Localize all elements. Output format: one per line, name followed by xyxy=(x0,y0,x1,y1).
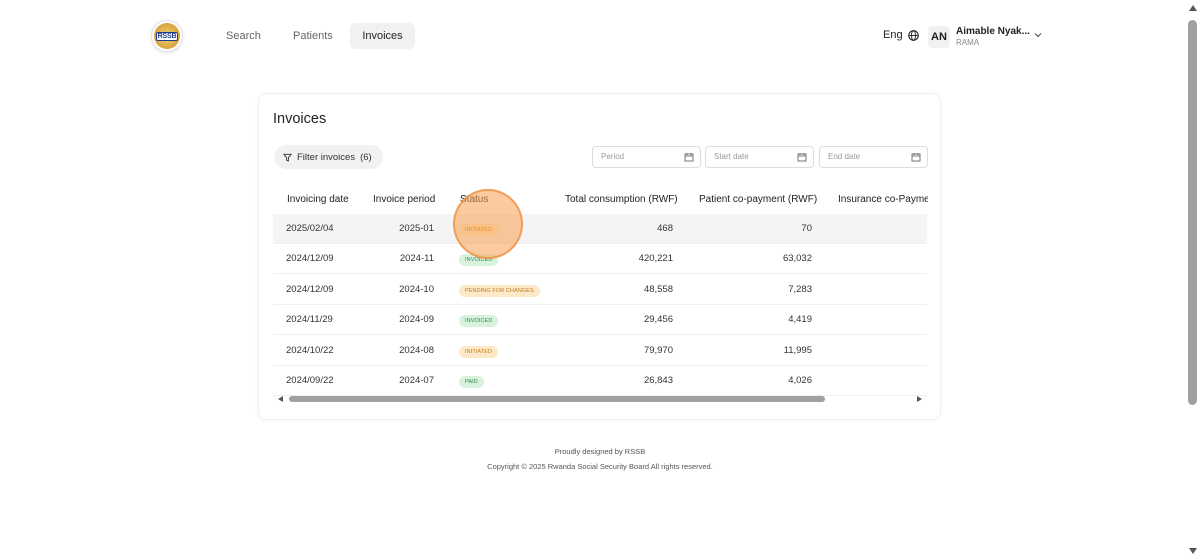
end-date-placeholder: End date xyxy=(828,152,861,161)
logo-text: RSSB xyxy=(155,31,179,41)
filter-label: Filter invoices xyxy=(297,151,356,163)
language-selector[interactable]: Eng xyxy=(883,29,919,41)
invoicing-date-cell: 2024/12/09 xyxy=(286,253,334,265)
calendar-icon xyxy=(684,153,694,162)
logo-emblem: RSSB xyxy=(154,23,180,49)
status-badge[interactable]: PAID xyxy=(459,376,484,388)
column-patient-copayment[interactable]: Patient co-payment (RWF) xyxy=(699,194,818,205)
column-insurance-copayment[interactable]: Insurance co-Paymen xyxy=(838,194,928,205)
invoicing-date-cell: 2025/02/04 xyxy=(286,223,334,234)
scroll-up-arrow-icon[interactable] xyxy=(1189,5,1197,11)
start-date-input[interactable]: Start date xyxy=(705,146,814,168)
rssb-logo[interactable]: RSSB xyxy=(151,20,183,52)
vertical-scrollbar[interactable] xyxy=(1186,0,1200,560)
invoicing-date-cell: 2024/11/29 xyxy=(286,314,333,326)
chevron-down-icon[interactable] xyxy=(1032,29,1044,41)
patient-copayment-cell: 4,419 xyxy=(788,314,812,326)
table-row[interactable]: 2024/12/09 2024-11 INVOICED 420,221 63,032 xyxy=(273,244,927,275)
language-label: Eng xyxy=(883,29,903,41)
invoicing-date-cell: 2024/10/22 xyxy=(286,344,334,356)
patient-copayment-cell: 11,995 xyxy=(783,344,812,356)
table-row[interactable]: 2024/11/29 2024-09 INVOICED 29,456 4,419 xyxy=(273,305,927,336)
table-row[interactable]: 2024/10/22 2024-08 INITIATED 79,970 11,995 xyxy=(273,336,927,366)
status-badge[interactable]: INITIATED xyxy=(459,224,499,236)
nav-tab-patients[interactable]: Patients xyxy=(293,30,333,42)
footer-credit: Proudly designed by RSSB xyxy=(554,447,646,456)
start-date-placeholder: Start date xyxy=(714,152,749,161)
period-input[interactable]: Period xyxy=(592,146,701,168)
nav-tab-invoices[interactable]: Invoices xyxy=(350,23,415,49)
filter-count: (6) xyxy=(360,151,372,163)
invoicing-date-cell: 2024/12/09 xyxy=(286,283,334,295)
user-avatar[interactable]: AN xyxy=(928,26,950,48)
column-invoicing-date[interactable]: Invoicing date xyxy=(287,194,349,205)
patient-copayment-cell: 70 xyxy=(801,223,812,234)
column-status[interactable]: Status xyxy=(460,194,489,205)
page-title: Invoices xyxy=(273,111,327,127)
globe-icon xyxy=(907,29,919,41)
patient-copayment-cell: 7,283 xyxy=(788,283,812,295)
total-consumption-cell: 468 xyxy=(657,223,673,234)
scroll-right-arrow-icon[interactable] xyxy=(917,396,922,402)
column-invoice-period[interactable]: Invoice period xyxy=(373,194,436,205)
table-header: Invoicing date Invoice period Status Tot… xyxy=(274,186,928,214)
patient-copayment-cell: 4,026 xyxy=(788,375,812,386)
total-consumption-cell: 26,843 xyxy=(643,375,673,386)
user-name[interactable]: Aimable Nyak... xyxy=(956,26,1030,37)
nav-tab-search[interactable]: Search xyxy=(226,30,261,42)
invoice-period-cell: 2025-01 xyxy=(399,223,434,234)
period-placeholder: Period xyxy=(601,152,625,161)
total-consumption-cell: 79,970 xyxy=(643,344,673,356)
column-total-consumption[interactable]: Total consumption (RWF) xyxy=(565,194,678,205)
filter-icon xyxy=(283,153,292,162)
invoicing-date-cell: 2024/09/22 xyxy=(286,375,334,386)
vertical-scrollbar-thumb[interactable] xyxy=(1188,20,1197,405)
total-consumption-cell: 48,558 xyxy=(643,283,673,295)
calendar-icon xyxy=(797,153,807,162)
status-badge[interactable]: INITIATED xyxy=(459,345,499,358)
horizontal-scrollbar[interactable] xyxy=(273,394,927,404)
total-consumption-cell: 29,456 xyxy=(643,314,673,326)
status-badge[interactable]: PENDING FOR CHANGES xyxy=(459,284,540,297)
calendar-icon xyxy=(911,153,921,162)
horizontal-scrollbar-thumb[interactable] xyxy=(289,396,825,402)
top-navigation: RSSB Search Patients Invoices Eng AN Aim… xyxy=(0,0,1186,72)
table-row[interactable]: 2024/12/09 2024-10 PENDING FOR CHANGES 48,5… xyxy=(273,275,927,305)
table-row[interactable]: 2024/09/22 2024-07 PAID 26,843 4,026 xyxy=(273,366,927,396)
patient-copayment-cell: 63,032 xyxy=(782,253,812,265)
invoice-period-cell: 2024-09 xyxy=(399,314,434,326)
status-badge[interactable]: INVOICED xyxy=(459,254,499,267)
invoice-period-cell: 2024-08 xyxy=(399,344,434,356)
user-organization: RAMA xyxy=(956,38,980,47)
invoice-period-cell: 2024-07 xyxy=(399,375,434,386)
footer-copyright: Copyright © 2025 Rwanda Social Security … xyxy=(487,462,713,471)
invoice-period-cell: 2024-11 xyxy=(399,253,434,265)
end-date-input[interactable]: End date xyxy=(819,146,928,168)
status-badge[interactable]: INVOICED xyxy=(459,315,499,328)
invoice-period-cell: 2024-10 xyxy=(399,283,434,295)
filter-invoices-button[interactable]: Filter invoices (6) xyxy=(274,145,383,169)
scroll-left-arrow-icon[interactable] xyxy=(278,396,283,402)
table-row[interactable]: 2025/02/04 2025-01 INITIATED 468 70 xyxy=(273,214,927,244)
total-consumption-cell: 420,221 xyxy=(638,253,673,265)
scroll-down-arrow-icon[interactable] xyxy=(1189,548,1197,554)
